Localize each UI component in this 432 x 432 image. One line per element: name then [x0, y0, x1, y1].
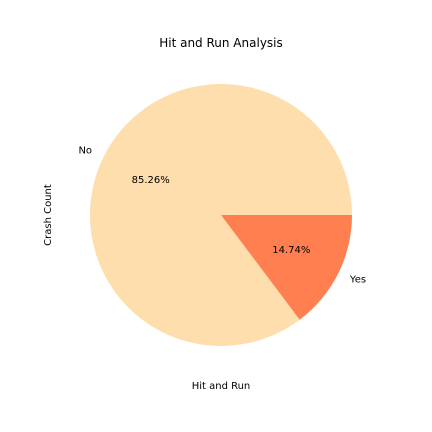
chart-title: Hit and Run Analysis [159, 36, 283, 50]
category-label-yes: Yes [349, 274, 366, 285]
pie-slices [90, 83, 353, 347]
category-label-no: No [78, 146, 92, 157]
x-axis-label: Hit and Run [192, 381, 251, 392]
pie-slice-yes [221, 215, 352, 320]
pie-labels: No 85.26% Yes 14.74% [78, 146, 366, 286]
y-axis-label: Crash Count [43, 184, 54, 246]
percent-label-yes: 14.74% [272, 245, 310, 256]
percent-label-no: 85.26% [132, 175, 170, 186]
